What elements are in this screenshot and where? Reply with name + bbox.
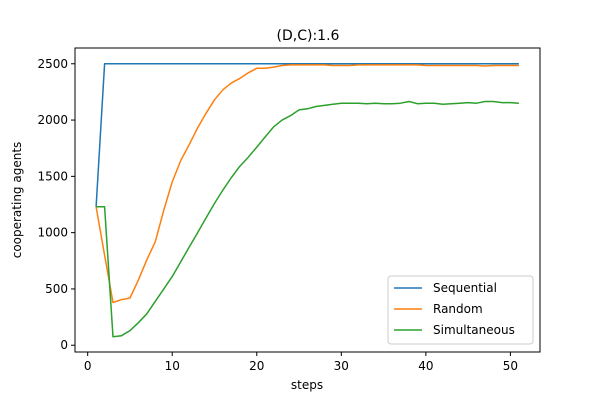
y-tick-label: 1000	[37, 226, 68, 240]
y-tick-label: 0	[60, 338, 68, 352]
x-tick-label: 20	[249, 359, 264, 373]
y-axis-ticks: 0 500 1000 1500 2000 2500	[37, 57, 75, 352]
legend-label-sequential: Sequential	[433, 281, 497, 295]
x-tick-label: 0	[84, 359, 92, 373]
legend-frame	[387, 275, 534, 345]
x-tick-label: 30	[334, 359, 349, 373]
plot-frame	[74, 47, 541, 353]
x-tick-label: 40	[418, 359, 433, 373]
series-line-sequential	[95, 63, 519, 207]
x-axis-ticks: 0 10 20 30 40 50	[84, 352, 518, 373]
y-tick-label: 1500	[37, 169, 68, 183]
x-axis-label: steps	[291, 378, 323, 392]
chart-title: (D,C):1.6	[277, 28, 340, 44]
series-line-simultaneous	[96, 100, 519, 338]
series-line-random	[95, 64, 519, 304]
legend-label-simultaneous: Simultaneous	[433, 323, 515, 337]
y-tick-label: 500	[45, 282, 68, 296]
legend-label-random: Random	[433, 302, 483, 316]
x-tick-label: 50	[503, 359, 518, 373]
y-tick-label: 2500	[37, 57, 68, 71]
x-tick-label: 10	[165, 359, 180, 373]
y-axis-label: cooperating agents	[10, 142, 24, 259]
series-layer	[95, 63, 519, 338]
y-tick-label: 2000	[37, 113, 68, 127]
legend: Sequential Random Simultaneous	[387, 275, 534, 345]
